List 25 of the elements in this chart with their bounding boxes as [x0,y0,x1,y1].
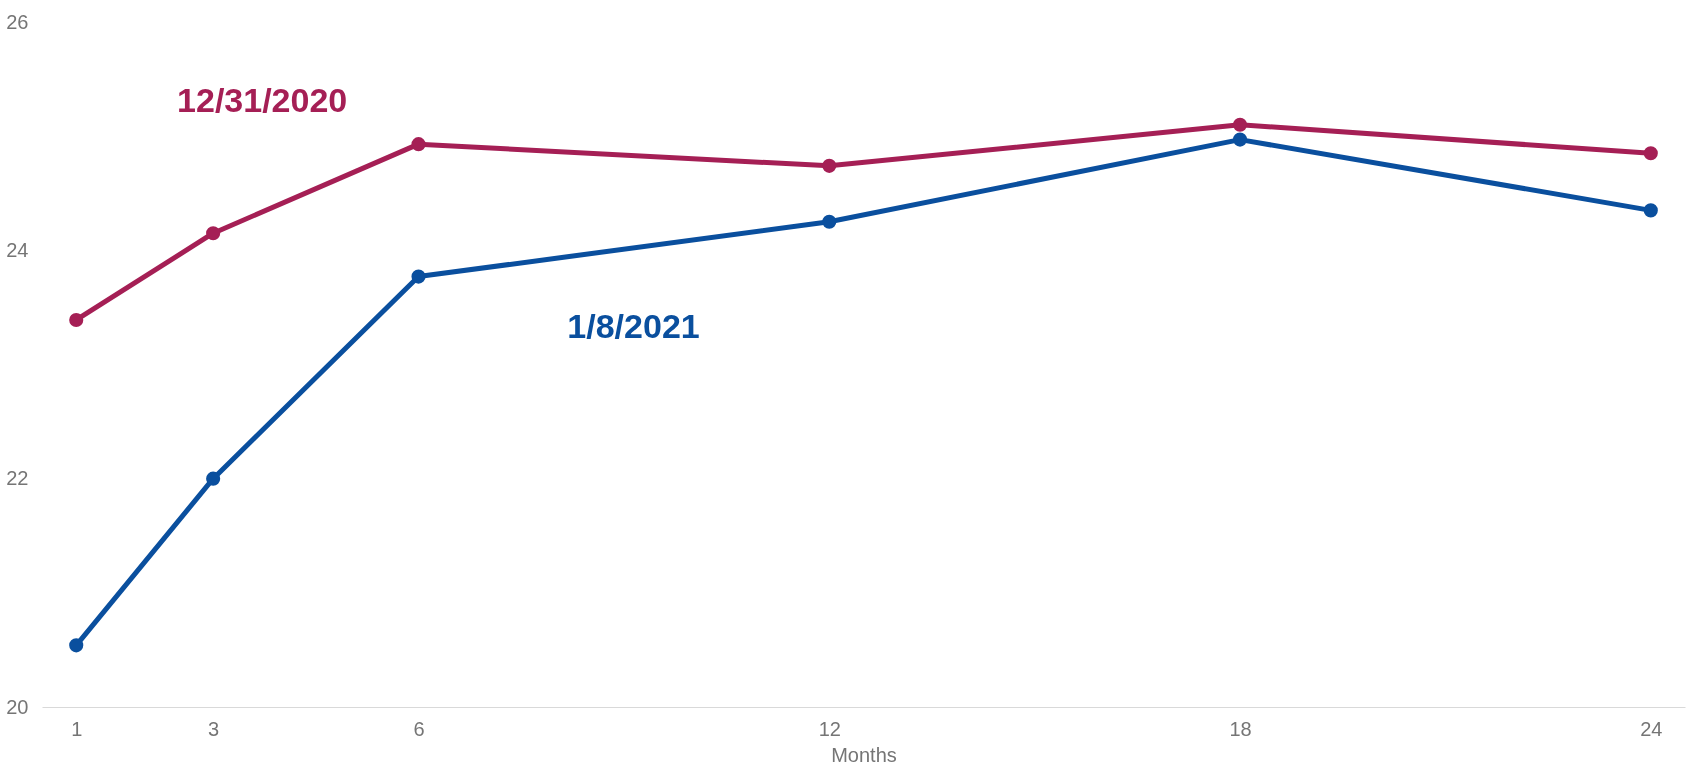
x-tick-label: 6 [413,717,425,740]
point [206,226,221,241]
y-tick-label: 24 [6,238,29,261]
point [411,137,426,152]
x-axis-title: Months [831,743,897,766]
x-tick-label: 3 [208,717,220,740]
point [69,638,84,653]
point [1232,117,1248,132]
y-tick-label: 20 [6,695,29,718]
x-tick-label: 24 [1640,717,1663,740]
series-label: 1/8/2021 [567,306,700,345]
point [206,471,221,486]
x-tick-label: 1 [71,717,83,740]
point [822,158,837,173]
point [1232,132,1248,147]
y-tick-label: 26 [6,10,29,33]
point [411,269,426,284]
y-tick-label: 22 [6,467,29,490]
point [822,214,837,229]
x-tick-label: 18 [1229,717,1252,740]
series-label: 12/31/2020 [177,81,348,120]
point [1643,203,1658,218]
point [69,312,84,328]
point [1643,146,1658,161]
x-tick-label: 12 [818,717,841,740]
